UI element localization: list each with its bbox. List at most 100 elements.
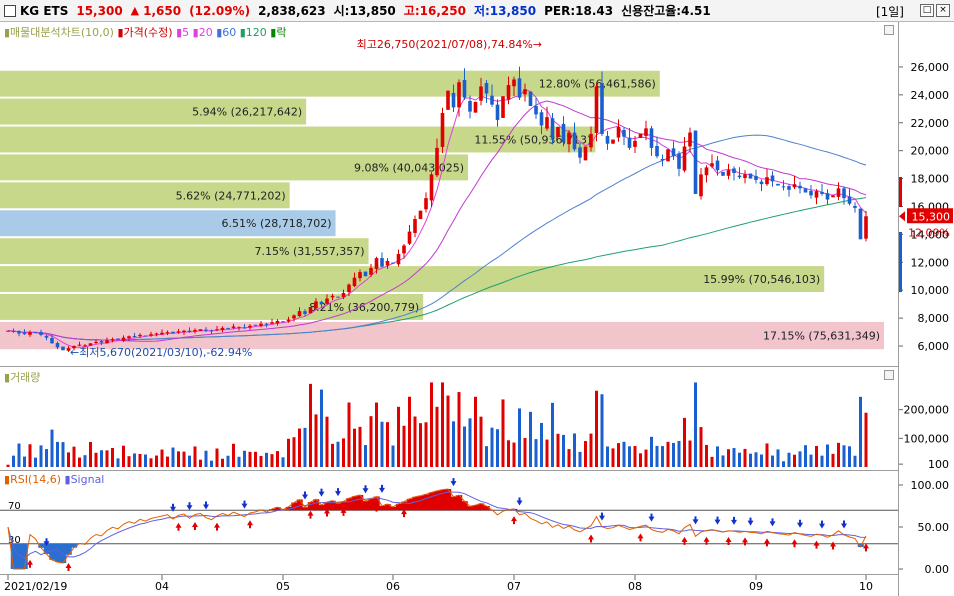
close-button[interactable]: × (936, 4, 950, 17)
maximize-button[interactable]: □ (920, 4, 934, 17)
volume-bar (787, 452, 791, 467)
candle-body (490, 95, 494, 105)
date-tick-label: 04 (155, 580, 169, 593)
volume-bar (782, 461, 785, 467)
candle-body (473, 101, 478, 113)
candle-body (50, 337, 54, 344)
volume-bar (358, 426, 362, 467)
rsi-line (7, 488, 867, 570)
axis-corner (898, 575, 954, 596)
rsi-overbought-fill (467, 506, 474, 511)
volume-bar (6, 464, 10, 467)
price-legend-item[interactable]: ▮120 (239, 26, 271, 39)
select-checkbox[interactable] (4, 4, 16, 17)
candle-body (11, 331, 16, 333)
candle-body (682, 146, 687, 171)
price-tick-label: 12,000 (911, 256, 950, 269)
rsi-tick-label: 0.00 (925, 563, 950, 575)
rsi-oversold-fill (71, 543, 78, 548)
candle-body (457, 82, 461, 108)
candle-body (94, 341, 98, 343)
sell-arrow-icon (769, 518, 776, 527)
rsi-overbought-fill (450, 496, 457, 511)
high-price: 고:16,250 (403, 4, 466, 18)
candle-body (424, 198, 428, 210)
price-legend-item[interactable]: ▮매물대분석차트(10,0) (4, 26, 118, 39)
candle-body (204, 329, 208, 331)
sell-arrow-icon (335, 488, 341, 497)
rsi-chart-pane[interactable]: ▮RSI(14,6) ▮Signal 70 30 (0, 471, 898, 575)
buy-arrow-icon (401, 509, 407, 518)
current-price: 15,300 (76, 3, 123, 18)
volume-profile-label: 17.15% (75,631,349) (763, 330, 880, 343)
axis-range-up (899, 177, 902, 207)
rsi-oversold-fill (43, 543, 50, 555)
volume-profile-bar (0, 182, 290, 209)
date-tick-label: 2021/02/19 (4, 580, 67, 593)
buy-arrow-icon (373, 503, 380, 512)
volume-bar (699, 427, 703, 467)
rsi-oversold-fill (38, 543, 45, 548)
candle-body (314, 301, 318, 309)
volume-profile-label: 9.08% (40,043,025) (354, 161, 464, 174)
volume-pane-button[interactable] (884, 370, 894, 380)
candle-body (506, 85, 511, 100)
pane-collapse-button[interactable] (884, 25, 894, 35)
price-legend-item[interactable]: ▮락 (270, 26, 287, 39)
volume-bar (578, 451, 582, 467)
sell-arrow-icon (43, 538, 50, 547)
date-tick-label: 08 (628, 580, 642, 593)
volume-bar (474, 396, 477, 467)
stock-name[interactable]: KG ETS (20, 3, 69, 18)
volume-bar (45, 449, 48, 467)
candle-body (446, 90, 450, 110)
candle-body (748, 173, 753, 179)
ma20-line (7, 100, 867, 342)
candle-body (358, 272, 362, 279)
volume-chart-pane[interactable]: ▮거래량 (0, 367, 898, 471)
period-selector[interactable]: [1일] (875, 5, 904, 19)
candle-body (418, 210, 423, 220)
candle-body (820, 191, 824, 194)
candle-body (143, 335, 148, 337)
volume-bar (237, 456, 241, 467)
sell-arrow-icon (841, 520, 847, 529)
rsi-overbought-fill (351, 496, 358, 511)
candle-body (660, 158, 665, 161)
volume-bar (842, 445, 846, 467)
volume-bar (17, 443, 21, 467)
buy-arrow-icon (863, 543, 869, 552)
candle-body (187, 330, 192, 333)
volume-bar (34, 457, 37, 467)
rsi-tick-label: 100.00 (911, 479, 950, 492)
rsi-overbought-fill (302, 507, 309, 511)
volume-bar (391, 445, 395, 467)
volume-bar (793, 454, 796, 467)
candle-body (396, 253, 401, 265)
candle-body (259, 323, 263, 326)
volume-bar (848, 446, 851, 467)
volume-bar (644, 449, 648, 467)
stock-header-bar: KG ETS 15,300 ▲ 1,650 (12.09%) 2,838,623… (0, 0, 954, 22)
candle-body (61, 346, 65, 351)
candle-body (638, 133, 643, 139)
credit-balance-ratio: 신용잔고율:4.51 (621, 4, 711, 18)
price-chart-pane[interactable]: ▮매물대분석차트(10,0) ▮가격(수정) ▮5 ▮20 ▮60 ▮120 ▮… (0, 22, 898, 367)
sell-arrow-icon (302, 491, 308, 500)
candle-body (83, 345, 87, 347)
sell-arrow-icon (692, 516, 699, 525)
price-legend-item[interactable]: ▮60 (216, 26, 240, 39)
price-legend-item[interactable]: ▮20 (192, 26, 217, 39)
candle-body (605, 135, 610, 144)
price-legend-item[interactable]: ▮5 (176, 26, 193, 39)
candle-body (198, 329, 203, 331)
open-price: 시:13,850 (333, 4, 396, 18)
candle-body (39, 332, 43, 335)
candle-body (754, 176, 758, 180)
candle-body (847, 196, 852, 204)
volume-profile-bar (0, 98, 307, 125)
volume-bar (320, 389, 323, 467)
price-tick-label: 18,000 (911, 173, 950, 186)
price-legend-item[interactable]: ▮가격(수정) (117, 26, 177, 39)
volume-bar (254, 451, 257, 467)
